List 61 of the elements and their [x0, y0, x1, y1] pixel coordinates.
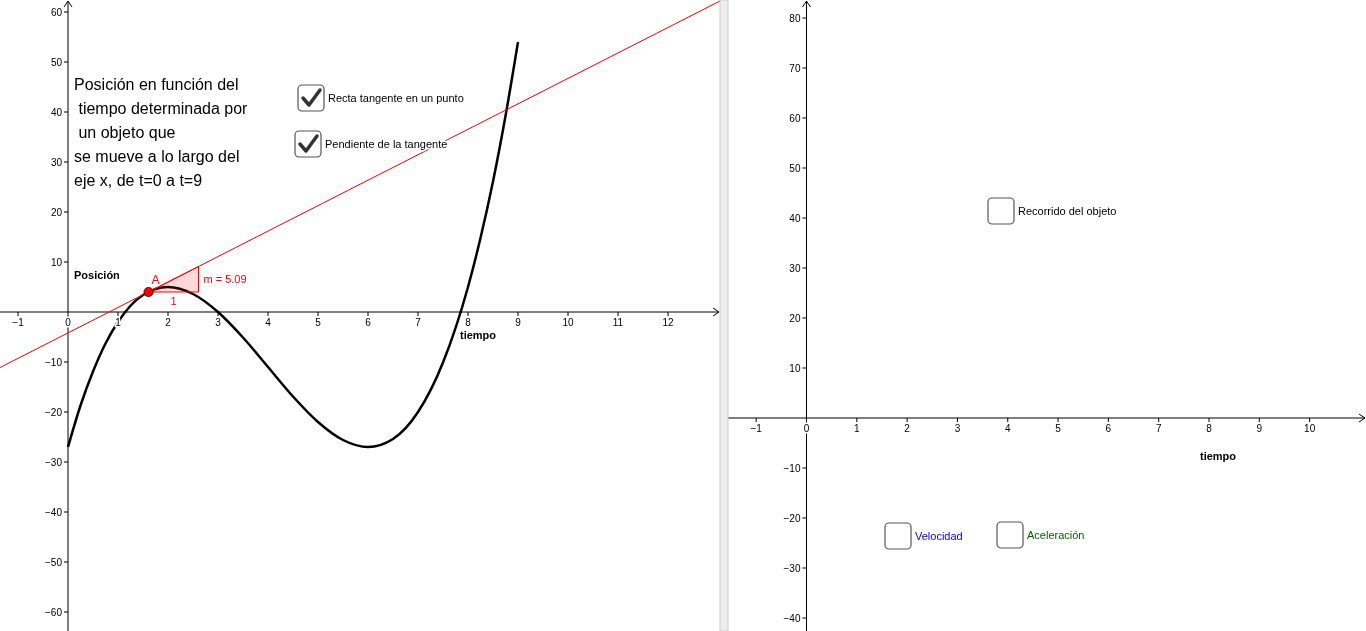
- x-axis-title: tiempo: [1200, 450, 1237, 462]
- y-tick-label: −20: [783, 512, 801, 524]
- y-tick-label: −30: [45, 456, 63, 468]
- x-tick-label: 10: [1304, 423, 1316, 434]
- x-tick-label: 9: [515, 317, 522, 328]
- y-tick-label: −60: [45, 606, 63, 618]
- y-tick-label: 40: [789, 212, 801, 224]
- x-tick-label: 3: [954, 423, 961, 434]
- x-tick-label: 4: [1004, 423, 1011, 434]
- y-tick-label: −10: [783, 462, 801, 474]
- x-tick-label: 6: [365, 317, 372, 328]
- x-tick-label: 10: [562, 317, 574, 328]
- y-tick-label: 20: [789, 312, 801, 324]
- x-tick-label: 6: [1105, 423, 1112, 434]
- y-tick-label: 50: [50, 56, 63, 68]
- x-tick-label: 3: [215, 317, 222, 328]
- annotation: Aceleración: [1027, 529, 1085, 541]
- y-tick-label: −50: [45, 556, 63, 568]
- x-tick-label: 5: [315, 317, 322, 328]
- y-axis-title: Posición: [74, 269, 121, 281]
- x-tick-label: 2: [165, 317, 172, 328]
- y-tick-label: 80: [789, 12, 801, 24]
- x-tick-label: 7: [415, 317, 422, 328]
- x-tick-label: 8: [1206, 423, 1213, 434]
- annotation: Recorrido del objeto: [1018, 205, 1117, 217]
- y-tick-label: 70: [789, 62, 801, 74]
- y-tick-label: 40: [50, 106, 63, 118]
- annotation: Velocidad: [915, 530, 963, 542]
- x-tick-label: 1: [115, 317, 122, 328]
- annotation: m = 5.09: [203, 273, 247, 286]
- x-tick-label: 8: [465, 317, 472, 328]
- x-tick-label: 0: [803, 423, 810, 434]
- x-tick-label: −1: [12, 317, 25, 328]
- annotation: 1: [170, 295, 177, 307]
- y-tick-label: −40: [45, 506, 63, 518]
- x-tick-label: 7: [1155, 423, 1162, 434]
- y-tick-label: −30: [783, 562, 801, 574]
- x-tick-label: 12: [662, 317, 674, 328]
- y-tick-label: −20: [45, 406, 63, 418]
- x-tick-label: 5: [1055, 423, 1062, 434]
- y-tick-label: 30: [50, 156, 63, 168]
- x-axis-title: tiempo: [460, 329, 497, 341]
- x-tick-label: 9: [1256, 423, 1263, 434]
- y-tick-label: 10: [789, 362, 801, 374]
- x-tick-label: 1: [854, 423, 861, 434]
- x-tick-label: 11: [612, 317, 624, 328]
- x-tick-label: 2: [904, 423, 911, 434]
- y-tick-label: −10: [45, 356, 63, 368]
- y-tick-label: 10: [50, 256, 63, 268]
- y-tick-label: 30: [789, 262, 801, 274]
- y-tick-label: −40: [783, 612, 801, 624]
- y-tick-label: 20: [50, 206, 63, 218]
- y-tick-label: 60: [50, 6, 63, 18]
- y-tick-label: 50: [789, 162, 801, 174]
- text: Posición en función del tiempo determinada por un objeto que se mueve a lo largo del eje x, de t=0 a t=9: [74, 76, 249, 189]
- x-tick-label: 0: [65, 317, 72, 328]
- annotation: Recta tangente en un punto: [328, 92, 464, 104]
- series-label: A: [151, 273, 160, 287]
- y-tick-label: 60: [789, 112, 801, 124]
- x-tick-label: 4: [265, 317, 272, 328]
- x-tick-label: −1: [750, 423, 763, 434]
